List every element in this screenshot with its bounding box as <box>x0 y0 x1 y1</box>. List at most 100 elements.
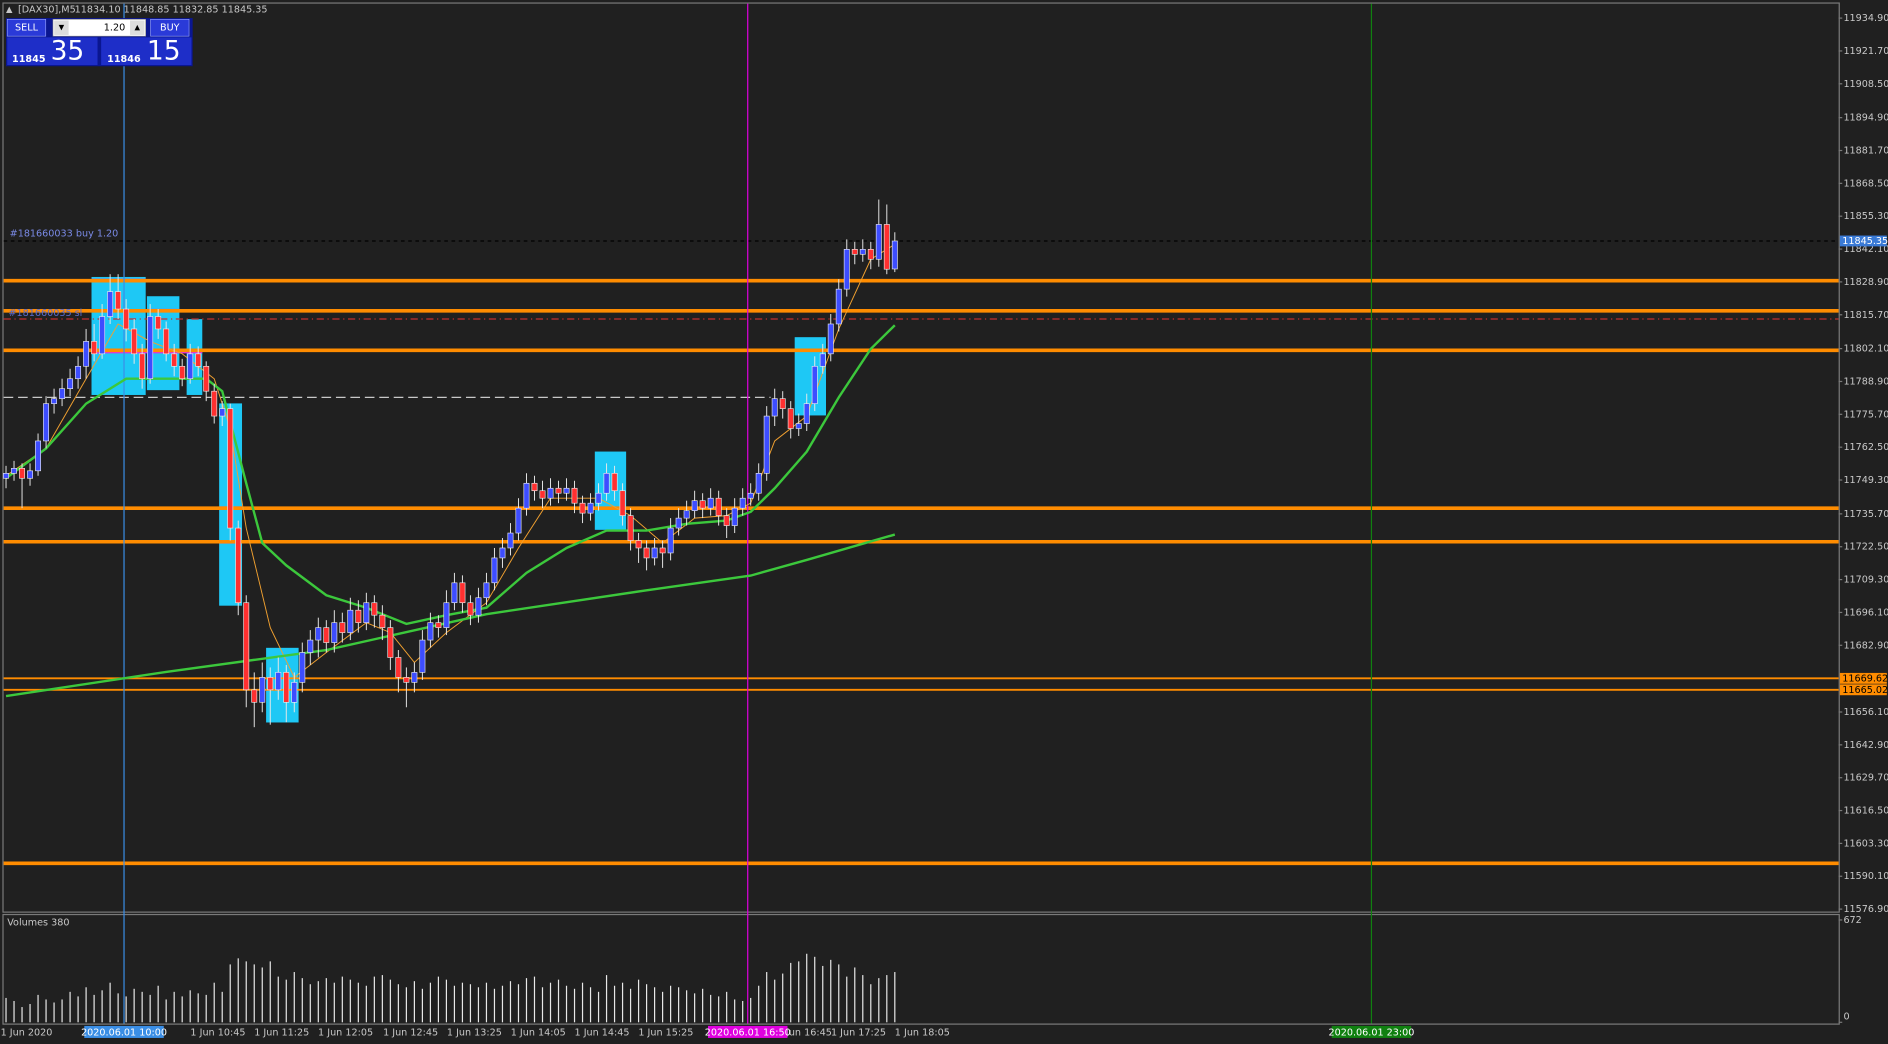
candle-body <box>499 547 506 559</box>
lot-input[interactable] <box>52 18 146 37</box>
candle-body <box>211 390 218 417</box>
order-label: #181660033 buy 1.20 <box>10 229 119 240</box>
candle-body <box>515 507 522 534</box>
candle-body <box>531 482 538 492</box>
volume-title: Volumes 380 <box>7 917 69 928</box>
y-tick-label: 11788.90 <box>1843 376 1888 387</box>
time-label: 1 Jun 13:25 <box>447 1028 502 1039</box>
candle-body <box>187 353 194 380</box>
candle-body <box>803 403 810 424</box>
candle-body <box>339 622 346 633</box>
candle-body <box>331 622 338 643</box>
y-tick-label: 11881.70 <box>1843 146 1888 157</box>
candle-body <box>859 249 866 255</box>
y-tick-label: 11682.90 <box>1843 640 1888 651</box>
candle-body <box>131 328 138 355</box>
moving-average <box>5 533 896 698</box>
collapse-arrow[interactable]: ▲ <box>6 4 13 14</box>
y-tick-label: 11855.30 <box>1843 211 1888 222</box>
sl-label: #181660035 sl <box>8 308 82 319</box>
candle-body <box>123 308 130 330</box>
time-label: 1 Jun 12:45 <box>383 1028 438 1039</box>
candle-body <box>99 316 106 355</box>
candle-body <box>539 490 546 499</box>
y-tick-label: 11868.50 <box>1843 178 1888 189</box>
time-label: 1 Jun 2020 <box>1 1028 53 1039</box>
y-tick-label: 11828.90 <box>1843 277 1888 288</box>
candle-body <box>411 672 418 683</box>
bid-box[interactable] <box>7 37 98 66</box>
candle-body <box>867 249 874 260</box>
buy-button[interactable] <box>150 18 190 37</box>
volume-tick-label: 672 <box>1843 915 1861 926</box>
candle-body <box>403 677 410 683</box>
y-tick-label: 11696.10 <box>1843 607 1888 618</box>
candle-body <box>891 240 898 270</box>
candle-body <box>27 470 33 479</box>
ask-box[interactable] <box>101 37 192 66</box>
candle-body <box>627 515 634 541</box>
y-tick-label: 11908.50 <box>1843 79 1888 90</box>
candle-body <box>323 627 330 643</box>
y-tick-label: 11576.90 <box>1843 904 1888 915</box>
time-label: 1 Jun 12:05 <box>318 1028 373 1039</box>
candle-body <box>875 224 882 260</box>
level-label-bg <box>1839 672 1887 684</box>
candle-body <box>571 487 578 504</box>
candle-body <box>235 527 242 604</box>
time-marker-bg <box>708 1025 788 1038</box>
candle-body <box>675 517 682 529</box>
time-marker-label: 2020.06.01 10:00 <box>81 1028 167 1039</box>
candle-body <box>443 602 450 628</box>
sell-button[interactable] <box>6 18 47 37</box>
candle-body <box>547 487 554 499</box>
candle-body <box>787 408 794 429</box>
candle-body <box>139 353 146 380</box>
lot-down[interactable] <box>54 20 69 35</box>
time-label: 1 Jun 17:25 <box>831 1028 886 1039</box>
time-label: 1 Jun 11:25 <box>254 1028 309 1039</box>
time-marker-bg <box>84 1025 164 1038</box>
candle-body <box>155 316 162 330</box>
time-label: 1 Jun 16:45 <box>777 1028 832 1039</box>
candle-body <box>843 249 850 290</box>
candle-body <box>299 652 306 683</box>
y-tick-label: 11934.90 <box>1843 13 1888 24</box>
main-pane-frame <box>2 2 1840 913</box>
trade-panel: SELL ▼ ▲ 1.20 BUY 11845 35 11846 15 <box>6 18 193 66</box>
y-tick-label: 11603.30 <box>1843 838 1888 849</box>
candle-body <box>307 639 314 653</box>
y-tick-label: 11709.30 <box>1843 575 1888 586</box>
candle-body <box>395 657 402 678</box>
candle-body <box>707 497 714 509</box>
y-tick-label: 11815.70 <box>1843 310 1888 321</box>
candle-body <box>275 672 282 691</box>
candle-body <box>371 602 378 616</box>
y-tick-label: 11762.50 <box>1843 442 1888 453</box>
candle-body <box>379 614 386 628</box>
candle-body <box>883 224 890 270</box>
candle-body <box>3 473 9 479</box>
candle-body <box>667 527 674 554</box>
candle-body <box>459 582 466 604</box>
candle-body <box>163 328 170 355</box>
candle-body <box>699 500 706 509</box>
candle-body <box>147 316 154 380</box>
candle-body <box>203 365 210 392</box>
candle-body <box>451 582 458 604</box>
candle-body <box>659 547 666 554</box>
candle-body <box>387 627 394 658</box>
candle-body <box>251 689 258 703</box>
candle-body <box>619 490 626 516</box>
candle-body <box>11 468 17 474</box>
candle-body <box>651 547 658 559</box>
lot-up[interactable] <box>130 20 145 35</box>
y-tick-label: 11656.10 <box>1843 707 1888 718</box>
candle-body <box>107 291 114 317</box>
candle-body <box>739 497 746 509</box>
volume-tick-label: 0 <box>1843 1011 1849 1022</box>
y-tick-label: 11842.10 <box>1843 244 1888 255</box>
time-label: 1 Jun 14:45 <box>575 1028 630 1039</box>
sell-label: SELL <box>15 23 39 34</box>
